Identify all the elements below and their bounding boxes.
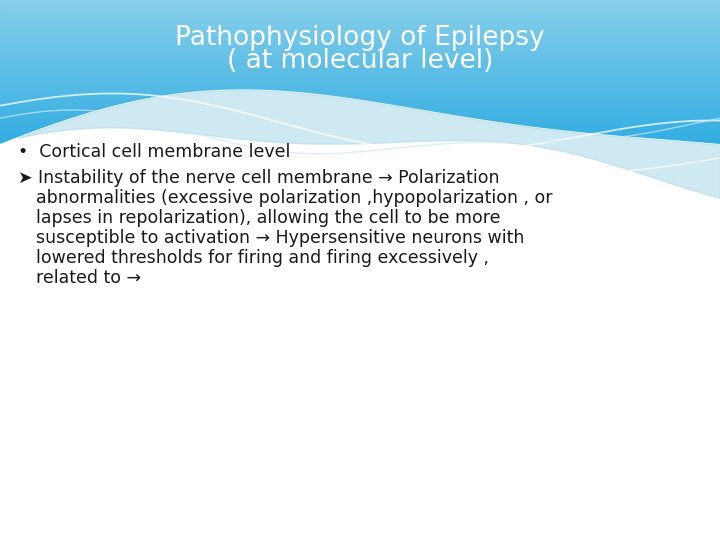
Bar (0, 90, 720, 92)
Bar (0, 129, 720, 131)
Text: ( at molecular level): ( at molecular level) (227, 48, 493, 74)
Bar (0, 142, 720, 144)
Bar (0, 37, 720, 39)
Bar (0, 11, 720, 13)
Text: Pathophysiology of Epilepsy: Pathophysiology of Epilepsy (175, 25, 545, 51)
Bar (0, 44, 720, 47)
Bar (0, 46, 720, 49)
Text: lowered thresholds for firing and firing excessively ,: lowered thresholds for firing and firing… (36, 249, 489, 267)
Bar (0, 35, 720, 37)
Text: ➤ Instability of the nerve cell membrane → Polarization: ➤ Instability of the nerve cell membrane… (18, 169, 500, 187)
Bar (0, 48, 720, 51)
Bar (0, 134, 720, 137)
Bar (0, 62, 720, 64)
Bar (0, 116, 720, 118)
Bar (0, 110, 720, 112)
Bar (0, 138, 720, 140)
Bar (0, 76, 720, 79)
Bar (0, 63, 720, 66)
Bar (0, 30, 720, 32)
Bar (0, 52, 720, 55)
Bar (0, 5, 720, 8)
Bar (0, 2, 720, 4)
Bar (0, 40, 720, 43)
Bar (0, 112, 720, 114)
Bar (0, 7, 720, 9)
Text: abnormalities (excessive polarization ,hypopolarization , or: abnormalities (excessive polarization ,h… (36, 189, 552, 207)
Bar (0, 20, 720, 23)
Bar (0, 54, 720, 56)
Text: susceptible to activation → Hypersensitive neurons with: susceptible to activation → Hypersensiti… (36, 229, 524, 247)
Bar (0, 95, 720, 98)
Bar (0, 56, 720, 58)
Bar (0, 97, 720, 99)
Bar (0, 127, 720, 130)
Bar (0, 12, 720, 15)
Bar (0, 101, 720, 103)
Bar (0, 137, 720, 139)
Bar (0, 3, 720, 5)
Bar (0, 31, 720, 33)
Bar (0, 43, 720, 45)
Bar (0, 147, 720, 150)
Bar (0, 80, 720, 83)
Bar (0, 131, 720, 133)
Bar (0, 140, 720, 143)
Bar (0, 114, 720, 116)
Bar (0, 123, 720, 126)
Bar (0, 24, 720, 26)
Bar (0, 106, 720, 109)
Bar (0, 0, 720, 2)
Bar (0, 26, 720, 28)
Bar (0, 119, 720, 122)
Bar (0, 93, 720, 96)
Bar (0, 69, 720, 71)
Bar (0, 22, 720, 24)
Bar (0, 15, 720, 17)
Bar (0, 59, 720, 62)
Bar (0, 82, 720, 84)
Bar (0, 33, 720, 36)
Bar (0, 133, 720, 135)
Bar (0, 58, 720, 60)
Bar (0, 118, 720, 120)
Bar (0, 78, 720, 80)
Bar (0, 16, 720, 19)
Bar (0, 146, 720, 148)
Bar (0, 125, 720, 127)
Text: related to →: related to → (36, 269, 141, 287)
Bar (0, 72, 720, 75)
Bar (0, 84, 720, 86)
Bar (0, 65, 720, 68)
Text: lapses in repolarization), allowing the cell to be more: lapses in repolarization), allowing the … (36, 209, 500, 227)
Bar (0, 105, 720, 107)
Bar (0, 144, 720, 146)
Bar (0, 67, 720, 69)
Bar (0, 9, 720, 11)
Bar (0, 50, 720, 52)
Text: •  Cortical cell membrane level: • Cortical cell membrane level (18, 143, 290, 161)
Bar (0, 108, 720, 111)
Bar (0, 39, 720, 41)
Bar (0, 103, 720, 105)
Bar (0, 28, 720, 30)
Bar (0, 87, 720, 90)
Bar (0, 91, 720, 94)
Bar (0, 86, 720, 88)
Bar (0, 75, 720, 77)
Bar (0, 18, 720, 21)
Bar (0, 99, 720, 102)
Bar (0, 71, 720, 73)
Bar (0, 122, 720, 124)
